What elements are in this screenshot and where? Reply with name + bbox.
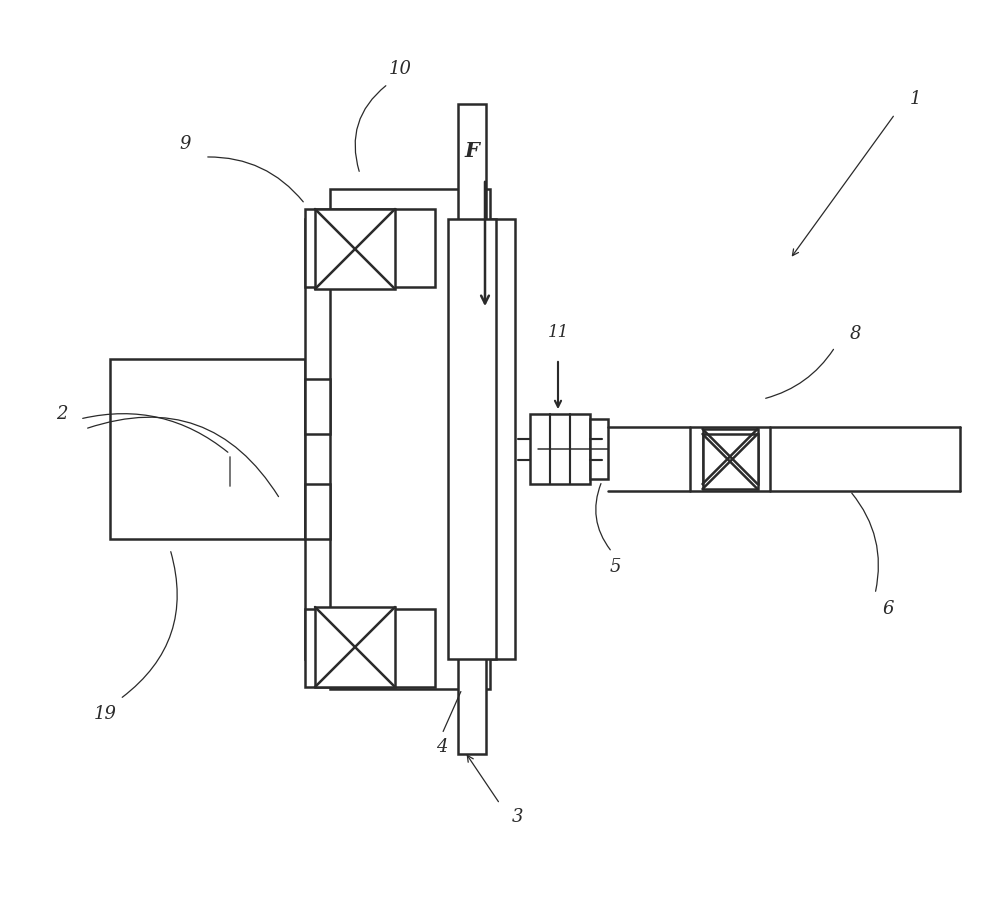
Bar: [458, 104, 486, 754]
Bar: [305, 609, 435, 687]
Text: 2: 2: [56, 405, 68, 423]
Text: 8: 8: [849, 325, 861, 343]
Bar: [110, 359, 305, 539]
Text: 4: 4: [436, 738, 448, 756]
Bar: [530, 414, 590, 484]
Bar: [305, 209, 435, 287]
Bar: [315, 209, 395, 289]
Text: F: F: [465, 141, 479, 161]
Text: 6: 6: [882, 600, 894, 618]
Bar: [448, 219, 496, 659]
Bar: [702, 429, 758, 484]
Text: 5: 5: [609, 558, 621, 576]
Bar: [305, 219, 515, 659]
Text: 11: 11: [547, 324, 569, 341]
Text: 19: 19: [94, 705, 116, 723]
Bar: [702, 434, 758, 489]
Text: 9: 9: [179, 135, 191, 153]
Text: 1: 1: [909, 90, 921, 108]
Bar: [315, 607, 395, 687]
Bar: [590, 419, 608, 479]
Bar: [305, 484, 330, 539]
Text: 3: 3: [512, 808, 524, 826]
Text: 10: 10: [388, 60, 412, 78]
Bar: [330, 189, 490, 689]
Bar: [305, 379, 330, 434]
